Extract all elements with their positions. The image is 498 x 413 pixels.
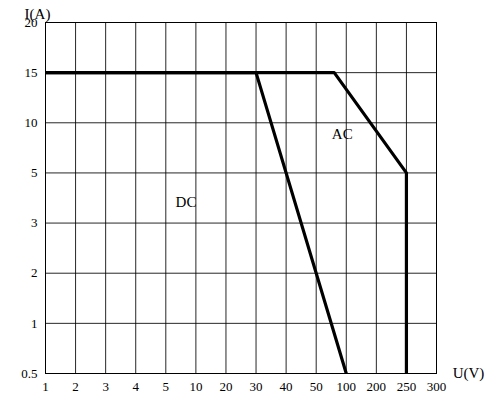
svg-text:250: 250 (397, 379, 417, 394)
svg-text:3: 3 (31, 215, 38, 230)
svg-text:U(V): U(V) (453, 365, 485, 382)
svg-text:200: 200 (367, 379, 387, 394)
svg-text:DC: DC (176, 194, 197, 210)
svg-text:1: 1 (31, 316, 38, 331)
svg-text:20: 20 (24, 14, 38, 30)
svg-text:I(A): I(A) (25, 6, 51, 23)
svg-text:10: 10 (25, 115, 38, 130)
svg-text:15: 15 (25, 65, 38, 80)
svg-text:5: 5 (163, 379, 170, 394)
svg-text:300: 300 (427, 379, 447, 394)
svg-text:3: 3 (102, 379, 109, 394)
svg-text:0.5: 0.5 (21, 366, 37, 381)
svg-text:5: 5 (31, 165, 38, 180)
svg-text:30: 30 (250, 379, 263, 394)
svg-text:4: 4 (132, 379, 139, 394)
svg-text:2: 2 (31, 265, 38, 280)
svg-text:1: 1 (42, 379, 49, 394)
svg-text:40: 40 (280, 379, 293, 394)
svg-text:50: 50 (310, 379, 323, 394)
svg-text:100: 100 (337, 379, 357, 394)
svg-text:10: 10 (189, 379, 202, 394)
svg-text:20: 20 (219, 379, 232, 394)
svg-text:2: 2 (72, 379, 79, 394)
svg-text:AC: AC (332, 126, 353, 142)
